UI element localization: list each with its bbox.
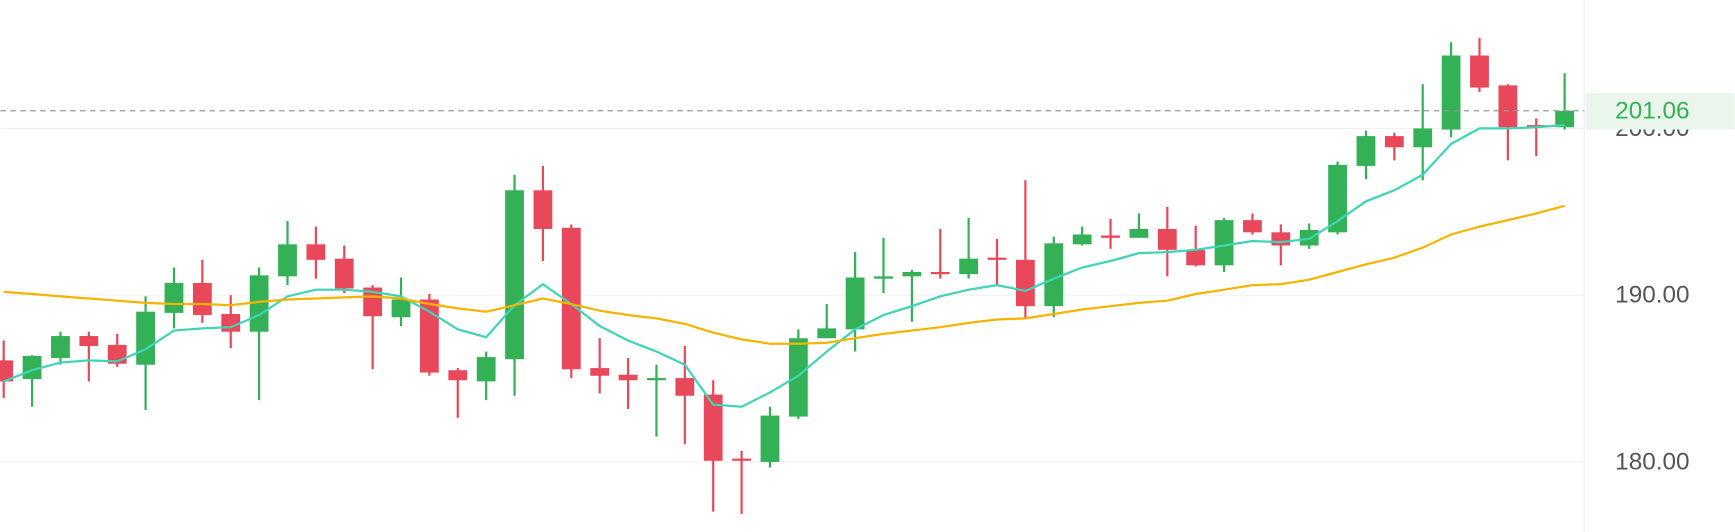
y-tick-label: 190.00	[1615, 282, 1689, 309]
candle-body	[1498, 85, 1518, 128]
candle-body	[1356, 136, 1376, 166]
candle-body	[1015, 259, 1035, 307]
candle-body	[1072, 234, 1092, 245]
candle-body	[51, 336, 70, 359]
candle-body	[561, 227, 581, 370]
candle-body	[647, 378, 666, 381]
candle-body	[1555, 110, 1575, 128]
candle-body	[278, 244, 297, 277]
ma-line	[3, 123, 1565, 408]
candle-body	[1186, 249, 1206, 266]
candle-body	[533, 190, 553, 229]
candle-body	[192, 283, 212, 316]
candle-body	[363, 287, 383, 317]
candle-body	[505, 190, 524, 360]
candle-body	[306, 244, 326, 260]
ma-line	[3, 204, 1565, 345]
candle-body	[760, 415, 780, 462]
candle-body	[1328, 164, 1347, 233]
candle-body	[732, 458, 751, 461]
candle-body	[703, 394, 723, 461]
y-tick-label: 180.00	[1615, 448, 1689, 475]
candle-body	[1044, 243, 1064, 307]
candle-body	[22, 355, 42, 380]
candle-body	[590, 368, 610, 376]
candle-body	[164, 283, 184, 313]
candle-body	[1214, 220, 1234, 266]
candle-body	[930, 272, 950, 275]
candle-body	[391, 299, 411, 318]
candle-body	[618, 374, 638, 381]
candle-body	[334, 258, 354, 289]
candle-body	[959, 258, 979, 275]
candle-body	[420, 299, 439, 373]
candle-body	[1129, 228, 1149, 238]
candle-body	[0, 360, 14, 382]
candle-body	[1157, 228, 1177, 250]
candle-body	[1441, 55, 1461, 130]
last-price-label: 201.06	[1615, 97, 1689, 124]
candle-body	[79, 336, 99, 347]
candle-body	[1101, 235, 1120, 238]
candle-body	[845, 277, 865, 330]
candle-body	[448, 370, 468, 381]
candle-body	[1243, 220, 1262, 233]
candle-body	[902, 272, 922, 277]
candle-body	[136, 311, 155, 365]
candle-body	[476, 357, 496, 382]
candle-body	[1413, 128, 1433, 148]
candle-body	[987, 257, 1007, 260]
last-price-box	[1585, 93, 1735, 130]
candle-body	[675, 378, 695, 396]
candle-body	[1470, 55, 1489, 88]
candle-body	[874, 276, 893, 279]
candle-body	[1271, 232, 1291, 246]
candle-body	[221, 314, 241, 332]
candle-body	[788, 338, 808, 417]
candle-body	[817, 328, 837, 339]
candle-body	[1384, 136, 1404, 148]
